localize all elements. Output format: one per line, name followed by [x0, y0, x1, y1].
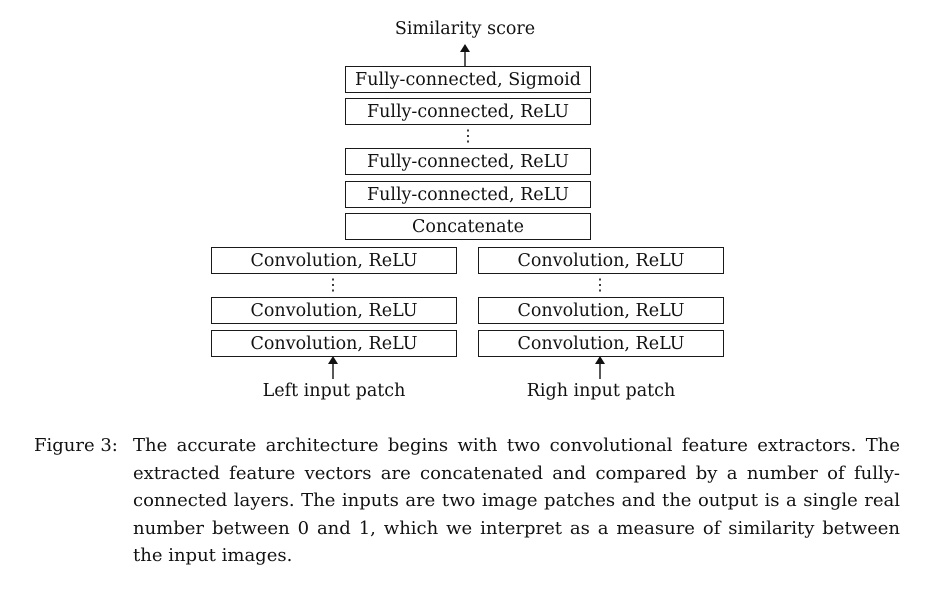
- fc-relu-layer: Fully-connected, ReLU: [345, 98, 591, 125]
- right-input-label: Righ input patch: [526, 381, 676, 401]
- concatenate-layer: Concatenate: [345, 213, 591, 240]
- left-conv-layer: Convolution, ReLU: [211, 247, 457, 274]
- fc-relu-layer: Fully-connected, ReLU: [345, 181, 591, 208]
- right-conv-layer: Convolution, ReLU: [478, 297, 724, 324]
- output-label: Similarity score: [394, 19, 536, 39]
- left-branch-ellipsis: ⋮: [325, 275, 341, 294]
- right-branch-ellipsis: ⋮: [592, 275, 608, 294]
- caption-text: The accurate architecture begins with tw…: [133, 435, 900, 566]
- head-ellipsis: ⋮: [460, 126, 476, 145]
- right-conv-layer: Convolution, ReLU: [478, 247, 724, 274]
- caption-tag: Figure 3:: [34, 435, 118, 456]
- left-input-label: Left input patch: [262, 381, 406, 401]
- fc-sigmoid-layer: Fully-connected, Sigmoid: [345, 66, 591, 93]
- fc-relu-layer: Fully-connected, ReLU: [345, 148, 591, 175]
- left-conv-layer: Convolution, ReLU: [211, 330, 457, 357]
- figure-caption: Figure 3: The accurate architecture begi…: [34, 432, 900, 570]
- right-conv-layer: Convolution, ReLU: [478, 330, 724, 357]
- left-conv-layer: Convolution, ReLU: [211, 297, 457, 324]
